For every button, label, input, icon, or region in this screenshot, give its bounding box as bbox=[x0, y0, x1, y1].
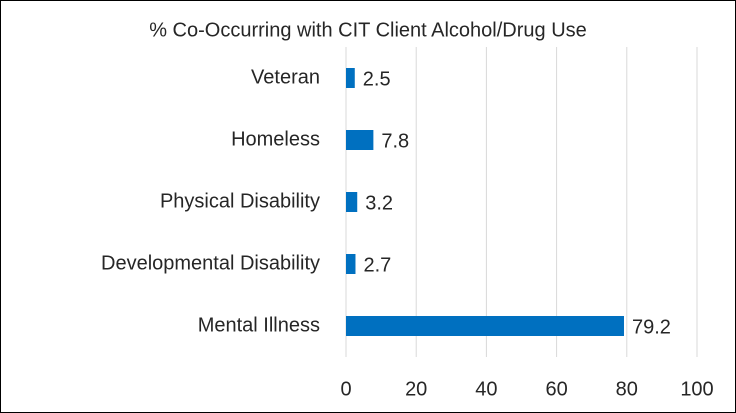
bar bbox=[346, 316, 624, 336]
bar bbox=[346, 192, 358, 212]
data-label: 79.2 bbox=[632, 316, 671, 338]
y-tick-label: Developmental Disability bbox=[101, 252, 320, 274]
y-tick-label: Homeless bbox=[231, 128, 320, 150]
bar bbox=[346, 254, 356, 274]
data-label: 2.5 bbox=[363, 68, 391, 90]
x-tick-label: 20 bbox=[405, 378, 427, 400]
data-label: 2.7 bbox=[363, 254, 391, 276]
x-tick-label: 100 bbox=[680, 378, 713, 400]
x-tick-label: 60 bbox=[545, 378, 567, 400]
y-tick-label: Physical Disability bbox=[160, 190, 320, 212]
x-tick-label: 80 bbox=[616, 378, 638, 400]
y-tick-label: Mental Illness bbox=[198, 314, 320, 336]
bar bbox=[346, 130, 374, 150]
y-tick-label: Veteran bbox=[251, 66, 320, 88]
bar bbox=[346, 68, 355, 88]
x-tick-label: 0 bbox=[340, 378, 351, 400]
chart-title: % Co-Occurring with CIT Client Alcohol/D… bbox=[149, 19, 587, 41]
data-label: 3.2 bbox=[365, 192, 393, 214]
data-label: 7.8 bbox=[381, 130, 409, 152]
x-tick-label: 40 bbox=[475, 378, 497, 400]
